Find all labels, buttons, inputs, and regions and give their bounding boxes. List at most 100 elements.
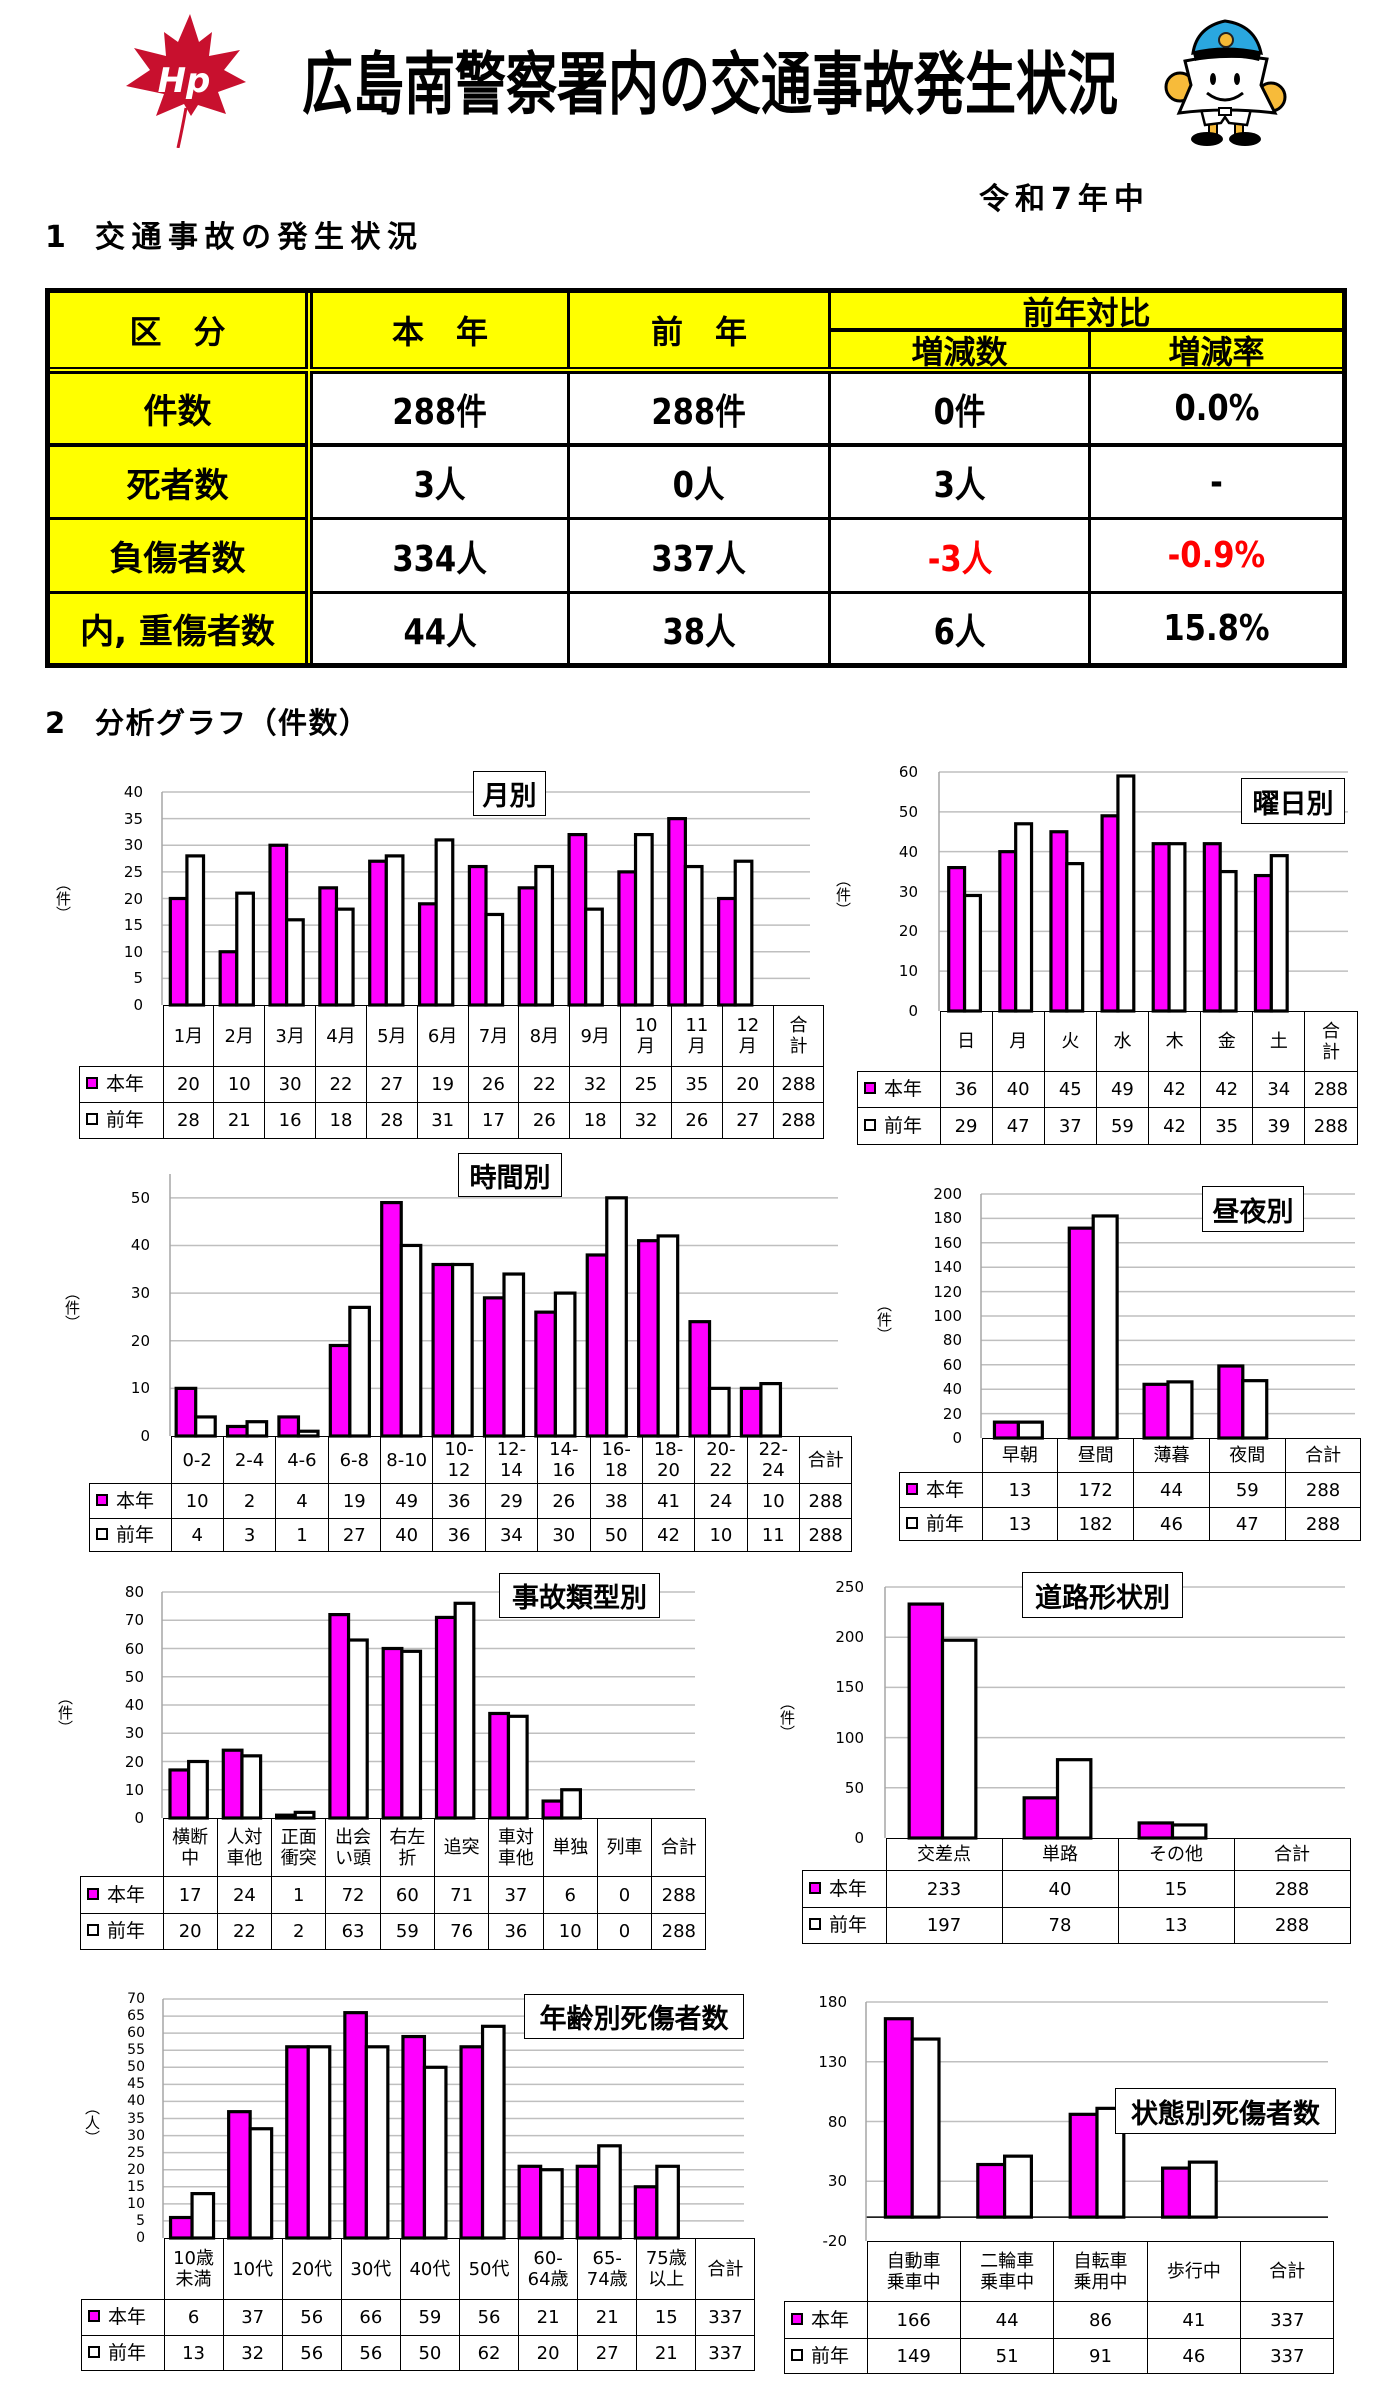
value: 337人	[651, 538, 747, 580]
value-cell: 51	[959, 2338, 1055, 2374]
bar-last-year	[285, 918, 305, 1007]
category-header: 7月	[467, 1005, 520, 1067]
category-header: 12 月	[721, 1005, 774, 1067]
y-tick-label: 60	[127, 2025, 145, 2042]
category-header: 40代	[399, 2238, 460, 2300]
bar-this-year	[517, 2164, 543, 2240]
bar-last-year	[293, 1810, 316, 1820]
value-cell: 59	[379, 1913, 435, 1950]
maple-leaf-icon: Hp	[126, 14, 246, 149]
value-cell: 27	[365, 1066, 418, 1103]
category-header: 1月	[162, 1005, 215, 1067]
bar-last-year	[384, 854, 405, 1007]
bar-this-year	[585, 1253, 609, 1438]
table-corner	[803, 1839, 887, 1871]
police-logo: Hp	[120, 12, 248, 149]
bar-this-year	[168, 896, 189, 1007]
data-table: 自動車 乗車中 二輪車 乗車中 自転車 乗用中 歩行中 合計 本年 166 44 86 41 337…	[784, 2241, 1335, 2374]
category-header: 10 月	[620, 1005, 672, 1067]
plot-area	[161, 791, 810, 1007]
y-tick-label: 130	[818, 2052, 847, 2071]
value-cell: 35	[1200, 1107, 1254, 1145]
y-tick-label: 5	[136, 2212, 145, 2229]
plot-area	[980, 1193, 1355, 1440]
bar-last-year	[605, 1196, 628, 1438]
bar-last-year	[534, 864, 555, 1007]
value-cell: 26	[537, 1483, 591, 1519]
value-cell: 30	[537, 1518, 591, 1552]
value-cell: 42	[641, 1518, 696, 1552]
value-cell: 4	[170, 1518, 224, 1552]
value-cell: 71	[433, 1876, 490, 1914]
category-header: 22- 24	[746, 1436, 801, 1484]
legend-cell: 本年	[80, 1876, 164, 1914]
row-this-year: 本年 36 40 45 49 42 42 34 288	[857, 1071, 1358, 1108]
bar-this-year	[1202, 842, 1222, 1013]
category-header: 交差点	[885, 1838, 1003, 1871]
value-cell: 27	[577, 2335, 638, 2371]
bar-this-year	[947, 865, 967, 1013]
row-this-year: 本年 13 172 44 59 288	[899, 1472, 1362, 1508]
bar-this-year	[285, 2045, 310, 2240]
total-cell: 288	[1284, 1472, 1362, 1508]
legend-cell: 前年	[79, 1102, 164, 1139]
period-label: 令和7年中	[979, 182, 1150, 217]
value-cell: 56	[281, 2335, 342, 2371]
category-header: 20代	[281, 2238, 342, 2300]
value-cell: 60	[379, 1876, 435, 1914]
bar-this-year	[488, 1711, 511, 1820]
bar-last-year	[733, 859, 754, 1007]
data-table-body: 10歳 未満 10代 20代 30代 40代 50代 60- 64歳 65- 74歳 75歳 以…	[81, 2238, 756, 2371]
legend-marker-magenta-icon	[906, 1482, 918, 1495]
value-cell: 56	[458, 2299, 520, 2336]
value-cell: 49	[379, 1483, 434, 1519]
bar-this-year	[431, 1262, 455, 1438]
bar-this-year	[221, 1748, 244, 1820]
y-tick-label: 250	[835, 1578, 864, 1596]
legend-label: 本年	[107, 1883, 146, 1906]
value-cell: 46	[1133, 1507, 1210, 1541]
value-cell: 18	[315, 1102, 367, 1139]
value-cell: 2	[222, 1483, 277, 1519]
row-this-year: 本年 10 2 4 19 49 36 29 26 38 41 24 10 288	[89, 1483, 853, 1519]
y-tick-label: 0	[952, 1429, 962, 1447]
legend-cell: 本年	[79, 1066, 164, 1103]
bar-last-year	[346, 1638, 369, 1820]
bar-last-year	[1055, 1758, 1093, 1840]
y-tick-label: 0	[136, 2230, 145, 2246]
bar-last-year	[1065, 862, 1085, 1013]
value-cell: 40	[991, 1071, 1045, 1108]
category-header: 列車	[596, 1818, 653, 1877]
y-tick-label: 40	[127, 2093, 145, 2110]
total-cell: 288	[1233, 1907, 1351, 1944]
data-table: 1月 2月 3月 4月 5月 6月 7月 8月 9月 10 月 11 月 12 月合 計本年 20 10 3…	[79, 1005, 825, 1139]
value-cell: 50	[399, 2335, 460, 2371]
y-tick-label: 0	[133, 996, 143, 1014]
category-header: 水	[1095, 1011, 1150, 1072]
value: 0.0%	[1174, 388, 1259, 429]
legend-label: 本年	[926, 1478, 965, 1501]
category-header: 金	[1200, 1011, 1254, 1072]
bar-this-year	[1049, 830, 1069, 1013]
cell-change: 3人	[831, 447, 1088, 517]
y-tick-label: 60	[898, 763, 918, 781]
category-header: 早朝	[981, 1438, 1059, 1473]
bar-last-year	[190, 2192, 216, 2240]
y-tick-label: 50	[844, 1778, 864, 1797]
bar-last-year	[185, 854, 206, 1007]
row-this-year: 本年 233 40 15 288	[802, 1870, 1351, 1908]
category-header: 8-10	[379, 1436, 434, 1484]
chart-title: 月別	[473, 771, 546, 816]
value-cell: 10	[694, 1518, 748, 1552]
bar-this-year	[168, 2215, 194, 2240]
value-cell: 32	[222, 2335, 283, 2371]
value-cell: 1	[275, 1518, 329, 1552]
mascot	[1163, 13, 1288, 150]
bar-last-year	[235, 891, 255, 1007]
cell-rate: 15.8%	[1091, 594, 1342, 663]
legend-cell: 本年	[784, 2301, 868, 2339]
bar-last-year	[655, 2164, 680, 2240]
data-table-body: 1月 2月 3月 4月 5月 6月 7月 8月 9月 10 月 11 月 12 月合 計本年 20 10 3…	[79, 1005, 825, 1139]
bar-last-year	[1014, 822, 1034, 1013]
table-corner	[82, 2239, 165, 2300]
